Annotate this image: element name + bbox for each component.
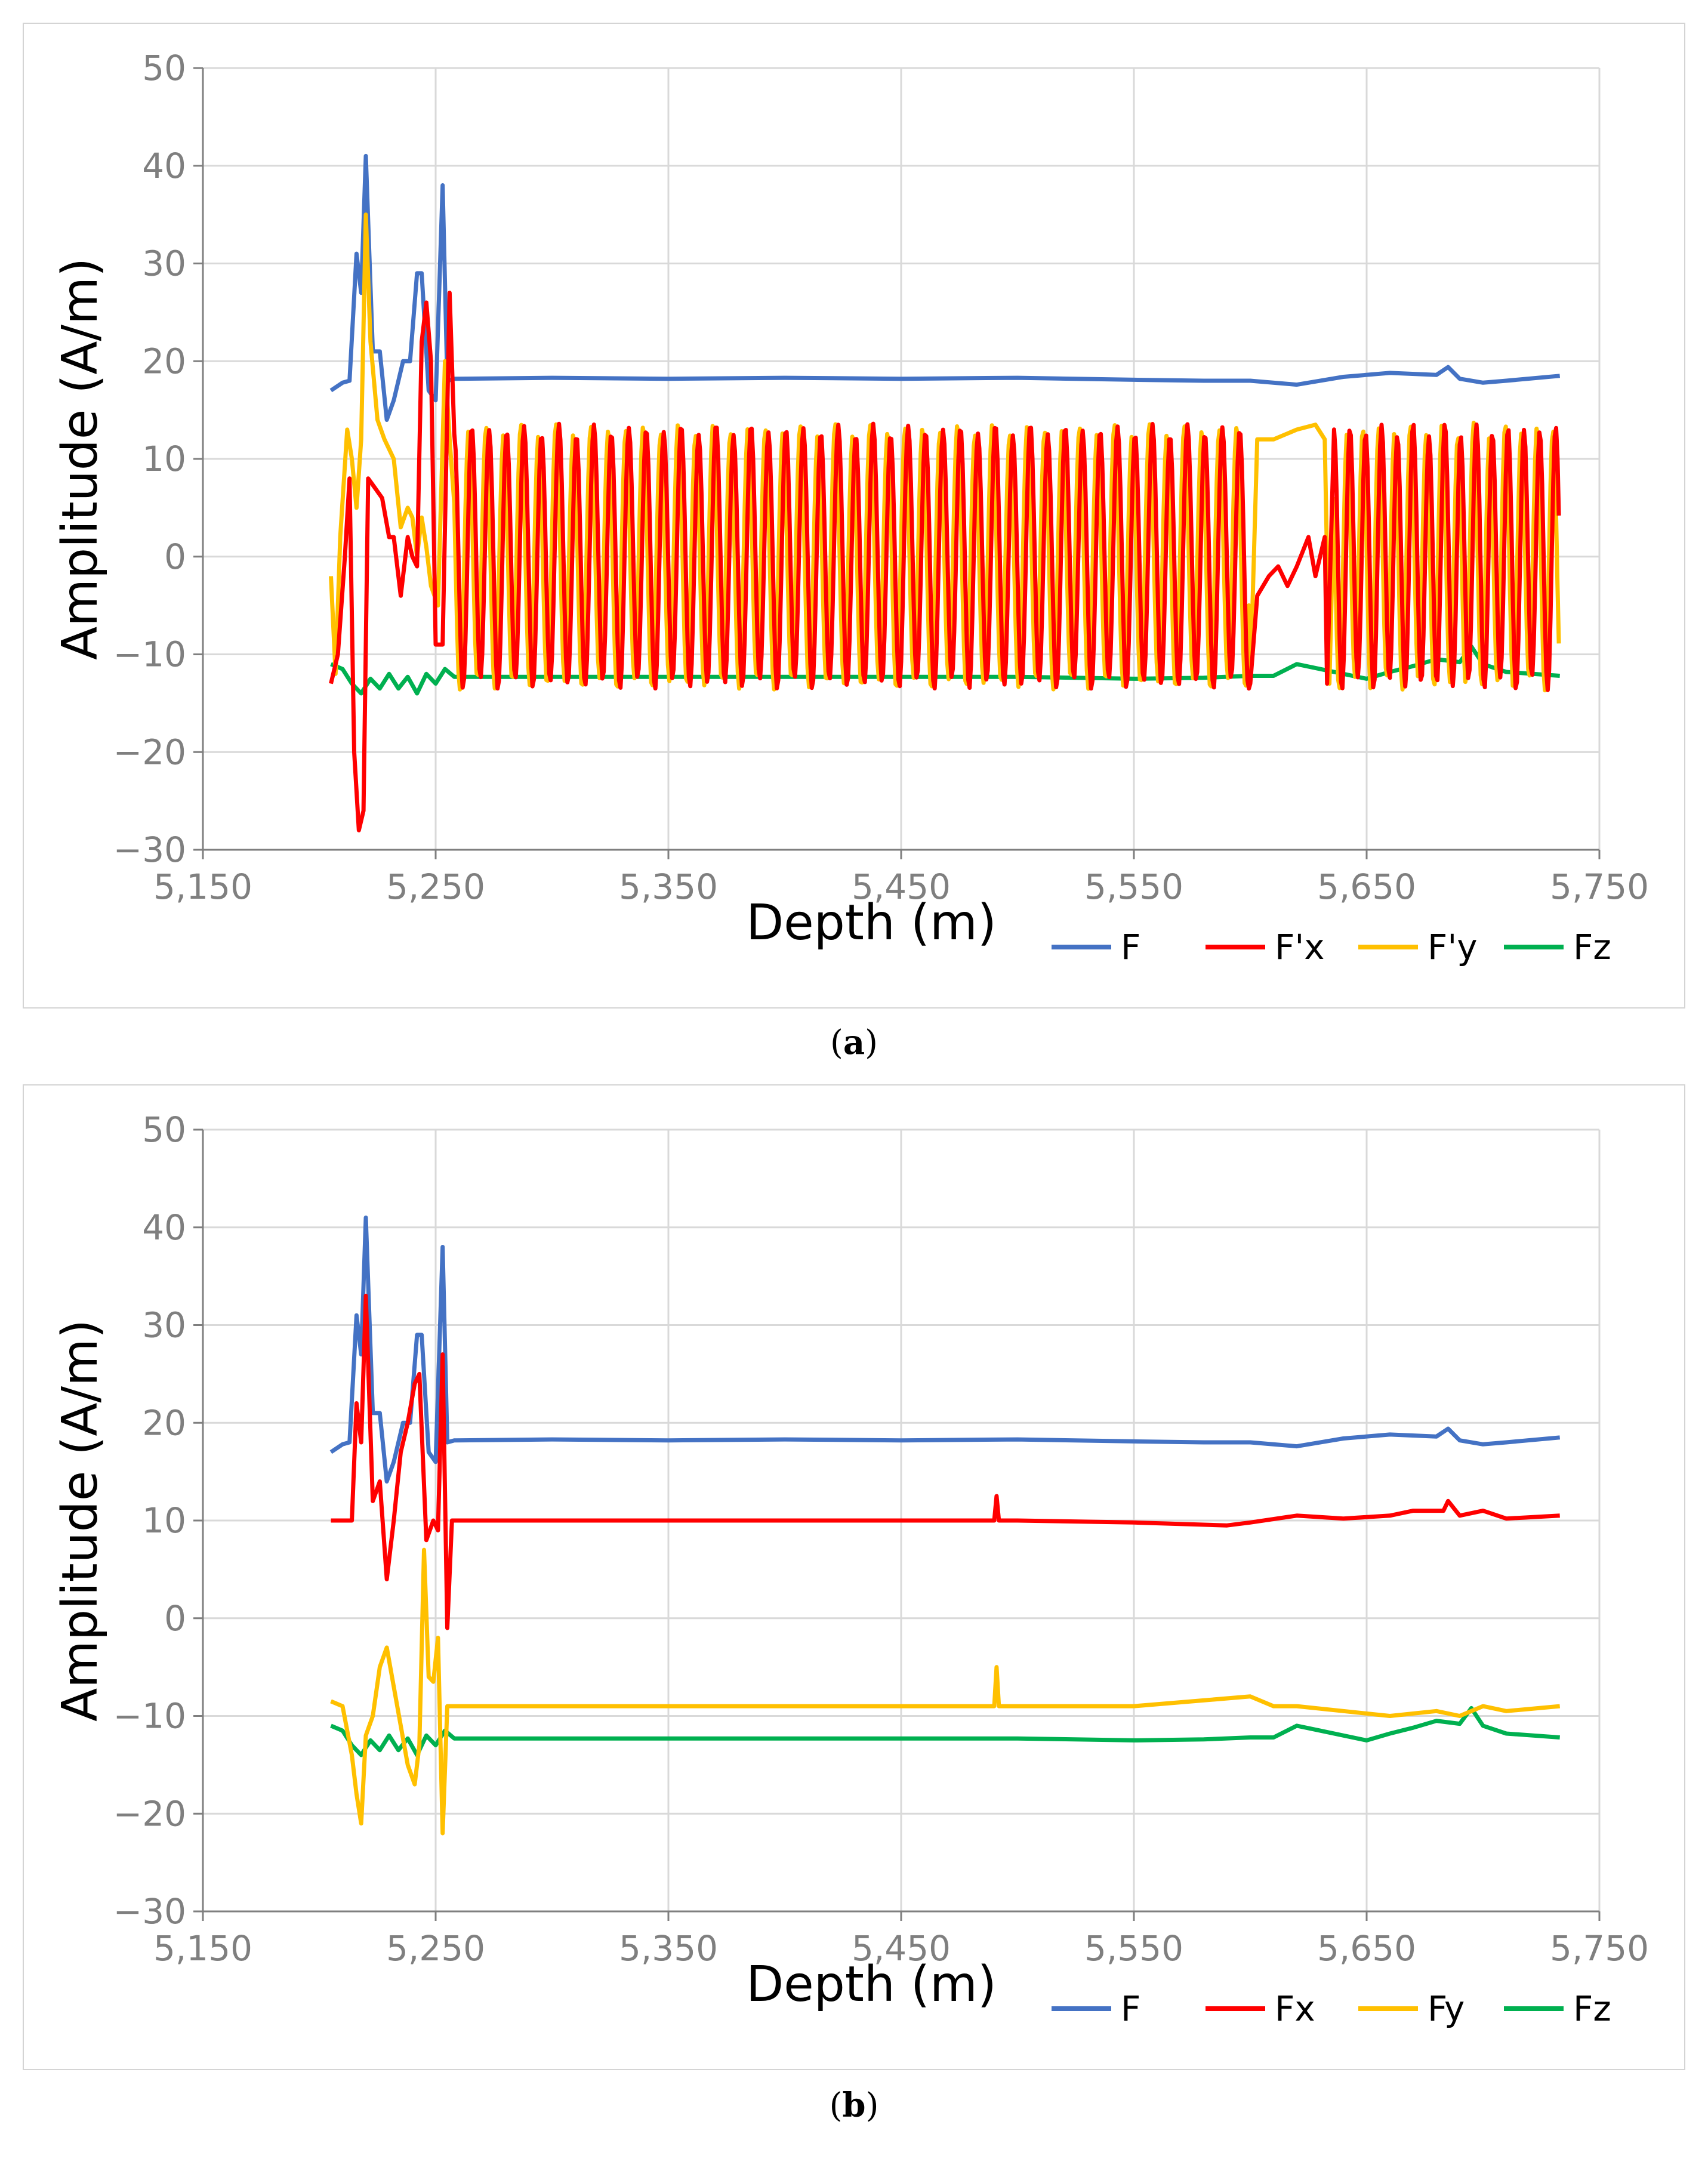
series-line-fx (331, 1293, 1560, 1630)
chart-b-svg: −30 −20 −10 0 10 20 30 40 50 5,150 5,250 5,350 5,450… (52, 1109, 1649, 2029)
legend-label: Fy (1428, 1988, 1465, 2029)
x-tick-label: 5,150 (153, 866, 252, 907)
legend-label: Fz (1573, 927, 1611, 967)
x-tick-label: 5,450 (852, 1928, 951, 1969)
y-tick-label: 30 (142, 243, 186, 284)
caption-b-letter: b (842, 2086, 866, 2125)
x-tick-label: 5,350 (619, 866, 718, 907)
y-tick-label: 40 (142, 1207, 186, 1248)
series-line-f (329, 1215, 1561, 1484)
y-axis-title: Amplitude (A/m) (52, 258, 109, 660)
legend-label: Fx (1275, 1988, 1315, 2029)
x-tick-label: 5,150 (153, 1928, 252, 1969)
x-tick-label: 5,450 (852, 866, 951, 907)
x-tick-label: 5,550 (1084, 1928, 1183, 1969)
x-axis-title: Depth (m) (746, 895, 997, 951)
y-tick-label: 20 (142, 1402, 186, 1443)
x-tick-label: 5,550 (1084, 866, 1183, 907)
legend-label: F (1121, 1988, 1140, 2029)
legend-label: F'x (1275, 927, 1325, 967)
x-tick-label: 5,650 (1317, 866, 1416, 907)
y-tick-label: 30 (142, 1305, 186, 1346)
legend-label: Fz (1573, 1988, 1611, 2029)
y-tick-label: −30 (113, 829, 186, 870)
caption-a: (a) (830, 1023, 878, 1062)
series-line-f (329, 153, 1561, 422)
x-tick-label: 5,250 (386, 866, 485, 907)
x-tick-label: 5,750 (1550, 1928, 1649, 1969)
y-tick-label: −20 (113, 732, 186, 772)
y-tick-label: 40 (142, 146, 186, 186)
legend-label: F'y (1428, 927, 1478, 967)
caption-a-letter: a (843, 1023, 865, 1062)
x-tick-label: 5,650 (1317, 1928, 1416, 1969)
y-axis-title: Amplitude (A/m) (52, 1319, 109, 1722)
series-line-fpx (329, 291, 1561, 832)
y-tick-label: 10 (142, 439, 186, 479)
y-tick-label: 10 (142, 1500, 186, 1541)
y-tick-label: 50 (142, 1109, 186, 1150)
y-tick-label: 20 (142, 341, 186, 381)
x-tick-label: 5,250 (386, 1928, 485, 1969)
y-tick-label: 50 (142, 48, 186, 88)
legend-label: F (1121, 927, 1140, 967)
chart-a-svg: −30 −20 −10 0 10 20 30 40 50 5,150 5,250 5,350 5,450… (52, 48, 1649, 967)
gridlines (202, 67, 1601, 851)
x-tick-label: 5,350 (619, 1928, 718, 1969)
y-tick-label: −20 (113, 1793, 186, 1834)
chart-panel-a: −30 −20 −10 0 10 20 30 40 50 5,150 5,250 5,350 5,450… (23, 23, 1685, 1009)
series-line-fy (330, 1547, 1561, 1836)
caption-b: (b) (829, 2086, 879, 2125)
x-axis-title: Depth (m) (746, 1956, 997, 2013)
series-line-fz (330, 1706, 1560, 1757)
y-tick-label: −10 (113, 634, 186, 675)
x-tick-label: 5,750 (1550, 866, 1649, 907)
y-tick-label: 0 (164, 1598, 186, 1639)
y-tick-label: −30 (113, 1891, 186, 1932)
y-tick-label: 0 (164, 536, 186, 577)
chart-panel-b: −30 −20 −10 0 10 20 30 40 50 5,150 5,250 5,350 5,450… (23, 1084, 1685, 2070)
y-tick-label: −10 (113, 1696, 186, 1737)
